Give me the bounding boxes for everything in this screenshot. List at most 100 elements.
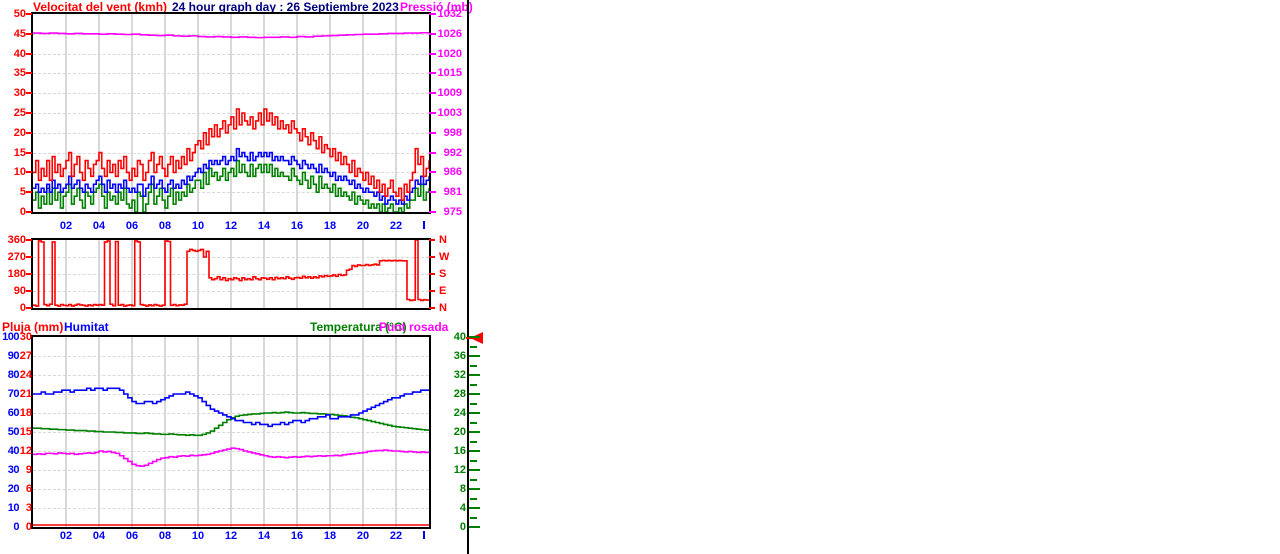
humidity-tick-label: 40 (7, 445, 20, 457)
humidity-trace (33, 387, 429, 428)
pressure-tick-label: 981 (443, 186, 462, 199)
temperature-minor-tick (470, 383, 477, 386)
horizontal-gridline (33, 274, 429, 275)
horizontal-gridline (33, 413, 429, 414)
temperature-minor-tick (470, 421, 477, 424)
dewpoint-trace (33, 447, 429, 467)
wind-speed-tick-label: 25 (13, 107, 26, 119)
wind-speed-tick-label: 30 (13, 87, 26, 100)
x-axis-hour-label: 10 (191, 220, 205, 232)
wind-speed-tick-label: 40 (13, 47, 26, 60)
pressure-tick (429, 151, 436, 154)
rain-tick-label: 0 (25, 521, 32, 533)
pressure-tick (429, 131, 436, 134)
rain-tick-label: 27 (19, 350, 32, 362)
pressure-tick (429, 72, 436, 75)
direction-tick (26, 239, 32, 241)
direction-compass-label: S (439, 268, 447, 280)
current-value-arrow (470, 332, 483, 344)
temperature-major-tick (468, 450, 480, 452)
horizontal-gridline (33, 291, 429, 292)
direction-degree-label: 270 (7, 251, 26, 263)
pressure-tick-label: 1015 (437, 67, 462, 80)
direction-tick (26, 307, 32, 309)
humidity-tick-label: 60 (7, 407, 20, 419)
direction-tick (26, 290, 32, 292)
direction-degree-label: 360 (7, 234, 26, 246)
temperature-minor-tick (470, 497, 477, 500)
humidity-tick-label: 70 (7, 388, 20, 400)
x-axis-hour-label: 02 (59, 220, 73, 232)
rain-tick-label: 6 (25, 483, 32, 495)
wind-speed-tick-label: 15 (13, 146, 26, 159)
temperature-tick-label: 4 (459, 502, 466, 514)
horizontal-gridline (33, 489, 429, 490)
temperature-major-tick (468, 355, 480, 357)
humidity-tick-label: 0 (13, 521, 19, 533)
temperature-minor-tick (470, 364, 477, 367)
pressure-tick (429, 92, 436, 95)
temperature-tick-label: 8 (459, 483, 466, 495)
rain-tick-label: 30 (19, 331, 32, 343)
rain-tick-label: 9 (25, 464, 32, 476)
wind-pressure-chart (31, 12, 431, 214)
x-axis-hour-label: 08 (158, 530, 172, 542)
humidity-series-title: Humitat (64, 320, 109, 334)
horizontal-gridline (33, 192, 429, 194)
temperature-minor-tick (470, 516, 477, 519)
horizontal-gridline (33, 113, 429, 114)
x-axis-hour-label: 12 (224, 530, 238, 542)
direction-tick (429, 256, 435, 258)
wind-direction-chart-traces (33, 240, 429, 307)
horizontal-gridline (33, 375, 429, 376)
wind-speed-tick (26, 72, 32, 75)
rain-tick-label: 15 (19, 426, 32, 438)
temperature-major-tick (468, 412, 480, 414)
wind-speed-tick (26, 32, 32, 35)
wind-speed-tick (26, 52, 32, 55)
x-axis-hour-label: 08 (158, 220, 172, 232)
wind-speed-tick (26, 13, 32, 15)
pressure-tick-label: 998 (443, 126, 462, 139)
wind-speed-tick-label: 35 (13, 67, 26, 80)
pressure-tick (429, 171, 436, 174)
temperature-tick-label: 20 (453, 426, 466, 438)
horizontal-gridline (33, 33, 429, 35)
pressure-tick-label: 986 (443, 166, 462, 179)
x-axis-hour-label: 16 (290, 530, 304, 542)
humidity-tick-label: 30 (7, 464, 20, 476)
x-axis-hour-label: 12 (224, 220, 238, 232)
horizontal-gridline (33, 451, 429, 452)
pressure-tick-label: 1020 (437, 47, 462, 60)
pressure-tick-label: 1032 (437, 8, 462, 20)
rain-tick-label: 12 (19, 445, 32, 457)
horizontal-gridline (33, 356, 429, 357)
temperature-tick-label: 32 (453, 369, 466, 381)
wind-speed-tick (26, 92, 32, 95)
temperature-minor-tick (470, 402, 477, 405)
wind-average-trace (33, 147, 429, 205)
rain-humidity-temperature-chart-traces (33, 387, 429, 526)
rain-tick-label: 24 (19, 369, 32, 381)
temperature-tick-label: 24 (453, 407, 466, 419)
rain-tick-label: 3 (25, 502, 32, 514)
horizontal-gridline (33, 394, 429, 395)
wind-minimum-trace (33, 159, 429, 212)
humidity-tick-label: 50 (7, 426, 20, 438)
horizontal-gridline (33, 73, 429, 75)
temperature-major-tick (468, 393, 480, 395)
x-axis-hour-label: 14 (257, 530, 271, 542)
x-axis-hour-label: 14 (257, 220, 271, 232)
wind-speed-axis-title: Velocitat del vent (kmh) (33, 0, 168, 14)
rain-humidity-temperature-chart (31, 335, 431, 529)
pressure-tick (429, 13, 436, 15)
direction-tick (429, 273, 435, 275)
pressure-trace (33, 31, 429, 39)
temperature-minor-tick (470, 478, 477, 481)
wind-speed-tick-label: 45 (13, 27, 26, 40)
right-axis-divider-line (467, 0, 469, 554)
wind-gust-trace (33, 108, 429, 201)
pressure-tick (429, 112, 436, 114)
x-axis-hour-label: 04 (92, 530, 106, 542)
